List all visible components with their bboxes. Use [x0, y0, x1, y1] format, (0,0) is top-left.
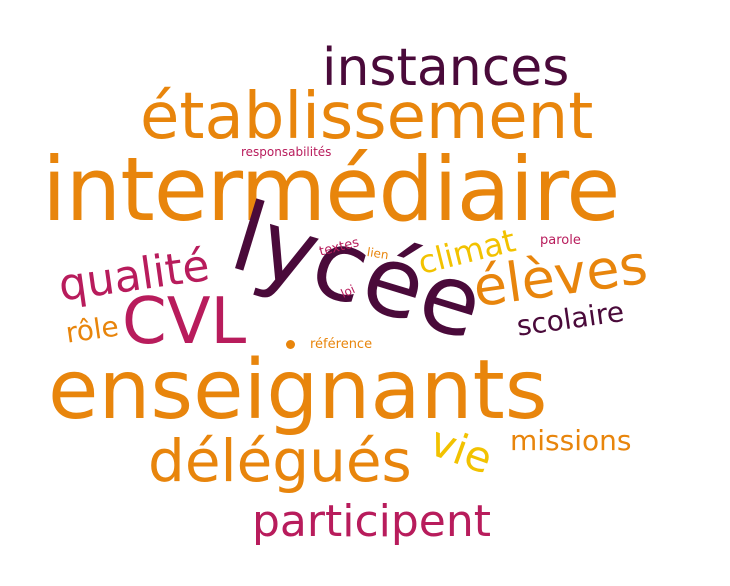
- word-intermediaire: intermédiaire: [42, 138, 620, 241]
- word-instances: instances: [322, 38, 570, 98]
- dot-mark: [286, 340, 295, 349]
- word-missions: missions: [510, 424, 632, 457]
- word-reference: référence: [310, 337, 373, 352]
- word-parole: parole: [540, 233, 581, 248]
- word-participent: participent: [252, 496, 492, 547]
- word-delegues: délégués: [148, 427, 412, 495]
- word-cvl: CVL: [122, 285, 247, 359]
- word-responsabilites: responsabilités: [241, 145, 332, 159]
- word-enseignants: enseignants: [48, 343, 548, 438]
- word-lien: lien: [365, 245, 390, 263]
- word-etablissement: établissement: [140, 80, 594, 154]
